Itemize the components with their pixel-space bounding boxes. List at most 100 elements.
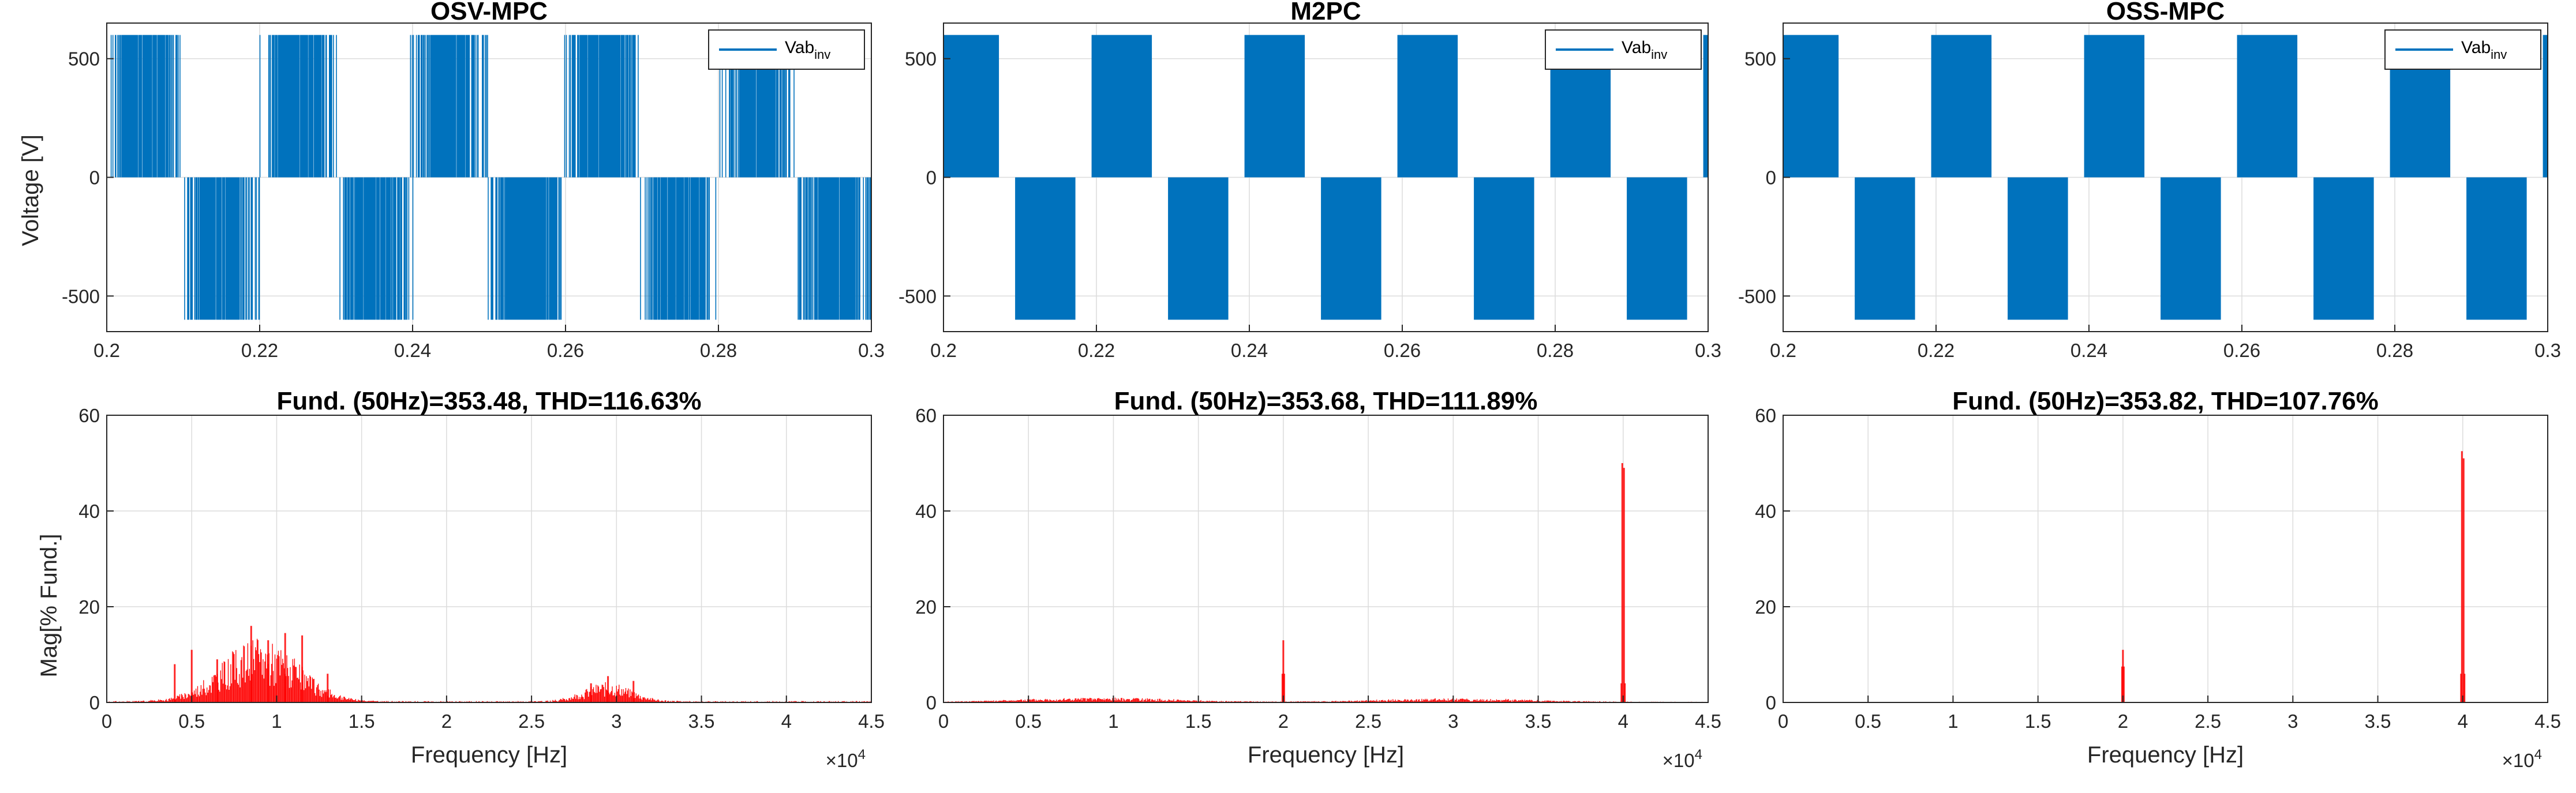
x-tick-label: 1.5 [349, 711, 375, 732]
x-tick-label: 0.2 [1770, 340, 1796, 361]
x-axis-multiplier: ×104 [2502, 747, 2542, 771]
voltage-subplot-1: 0.2 0.22 0.24 0.26 0.28 0.3 -500 0 500 OSV-MPC Vab… [62, 0, 885, 361]
x-axis-label: Frequency [Hz] [1248, 742, 1404, 768]
multiplier-exponent: 4 [858, 747, 866, 762]
subplot-title: OSS-MPC [2106, 0, 2225, 25]
x-tick-label: 3 [1448, 711, 1458, 732]
y-tick-label: 40 [78, 501, 100, 522]
x-axis-label: Frequency [Hz] [2087, 742, 2244, 768]
x-tick-label: 0.2 [930, 340, 957, 361]
x-tick-label: 3.5 [688, 711, 715, 732]
voltage-waveform-line [110, 35, 871, 320]
subplot-title: Fund. (50Hz)=353.82, THD=107.76% [1952, 387, 2379, 415]
multiplier-exponent: 4 [1695, 747, 1702, 762]
y-tick-label: 20 [915, 596, 937, 618]
legend-label-subscript: inv [814, 47, 830, 62]
x-tick-label: 0 [938, 711, 949, 732]
x-tick-label: 0.22 [241, 340, 278, 361]
x-tick-label: 1.5 [1185, 711, 1212, 732]
y-tick-label: 500 [1744, 48, 1776, 70]
x-tick-label: 0.2 [93, 340, 120, 361]
legend: Vabinv [1545, 29, 1702, 70]
x-tick-label: 0.3 [1695, 340, 1721, 361]
x-tick-label: 2 [1278, 711, 1289, 732]
y-tick-label: 60 [1755, 405, 1776, 426]
y-tick-label: 60 [78, 405, 100, 426]
y-tick-label: 500 [68, 48, 100, 70]
voltage-y-axis-label: Voltage [V] [18, 134, 43, 246]
x-tick-label: 2.5 [1355, 711, 1381, 732]
legend-label: Vabinv [785, 38, 830, 62]
legend-label-subscript: inv [2491, 47, 2507, 62]
voltage-waveform-line [943, 35, 1709, 320]
multiplier-base: ×10 [826, 750, 858, 771]
legend-label: Vabinv [2461, 38, 2507, 62]
y-tick-label: 0 [926, 167, 937, 189]
x-tick-label: 0.24 [2070, 340, 2107, 361]
x-tick-label: 2 [441, 711, 452, 732]
x-tick-label: 4 [1618, 711, 1628, 732]
multiplier-base: ×10 [2502, 750, 2534, 771]
axes-box [1783, 415, 2548, 703]
legend-label-base: Vab [785, 38, 814, 57]
y-tick-label: 20 [1755, 596, 1776, 618]
x-axis-multiplier: ×104 [1663, 747, 1702, 771]
y-tick-label: 40 [915, 501, 937, 522]
y-tick-label: 0 [1766, 692, 1776, 713]
x-tick-label: 0.5 [178, 711, 205, 732]
multiplier-base: ×10 [1663, 750, 1695, 771]
x-tick-label: 1 [1108, 711, 1118, 732]
subplot-title: OSV-MPC [430, 0, 548, 25]
legend: Vabinv [708, 29, 865, 70]
x-tick-label: 0.5 [1855, 711, 1881, 732]
harmonic-bars [108, 638, 872, 702]
x-tick-label: 0.24 [394, 340, 431, 361]
y-tick-label: -500 [62, 285, 100, 307]
subplot-title: Fund. (50Hz)=353.68, THD=111.89% [1114, 387, 1538, 415]
x-tick-label: 4 [2458, 711, 2468, 732]
x-tick-label: 0.24 [1231, 340, 1268, 361]
voltage-subplot-2: 0.2 0.22 0.24 0.26 0.28 0.3 -500 0 500 M2PC Vabinv [898, 0, 1721, 361]
x-tick-label: 4.5 [1695, 711, 1721, 732]
y-tick-label: -500 [1738, 285, 1776, 307]
x-tick-label: 3 [2287, 711, 2298, 732]
y-tick-label: 40 [1755, 501, 1776, 522]
spectrum-y-axis-label: Mag[% Fund.] [36, 533, 62, 677]
x-tick-label: 0.26 [547, 340, 584, 361]
subplot-title: Fund. (50Hz)=353.48, THD=116.63% [276, 387, 701, 415]
legend-label-base: Vab [1622, 38, 1651, 57]
y-tick-label: 60 [915, 405, 937, 426]
y-tick-label: 0 [89, 692, 100, 713]
x-tick-label: 1 [1948, 711, 1958, 732]
x-axis-multiplier: ×104 [826, 747, 866, 771]
x-tick-label: 4.5 [2534, 711, 2561, 732]
x-tick-label: 0.3 [2534, 340, 2561, 361]
x-tick-label: 0.26 [1384, 340, 1421, 361]
y-tick-label: 0 [926, 692, 937, 713]
x-tick-label: 4.5 [858, 711, 885, 732]
axes-box [106, 415, 872, 703]
legend-label-base: Vab [2461, 38, 2491, 57]
x-tick-label: 3.5 [1525, 711, 1552, 732]
x-tick-label: 3 [611, 711, 621, 732]
multiplier-exponent: 4 [2534, 747, 2542, 762]
y-tick-label: -500 [898, 285, 937, 307]
x-axis-label: Frequency [Hz] [411, 742, 567, 768]
x-tick-label: 2 [2118, 711, 2128, 732]
voltage-subplot-3: 0.2 0.22 0.24 0.26 0.28 0.3 -500 0 500 OSS-MPC Vab… [1738, 0, 2561, 361]
spectrum-subplot-3: 0 0.5 1 1.5 2 2.5 3 3.5 4 4.5 0 20 40 60 Fund. (50Hz)=… [1755, 387, 2561, 771]
x-tick-label: 0.22 [1078, 340, 1115, 361]
x-tick-label: 1 [271, 711, 282, 732]
legend-label: Vabinv [1622, 38, 1667, 62]
legend-label-subscript: inv [1651, 47, 1667, 62]
y-tick-label: 0 [89, 167, 100, 189]
legend: Vabinv [2384, 29, 2541, 70]
x-tick-label: 0.28 [700, 340, 737, 361]
x-tick-label: 3.5 [2365, 711, 2391, 732]
x-tick-label: 0.28 [2376, 340, 2413, 361]
y-tick-label: 20 [78, 596, 100, 618]
x-tick-label: 0.5 [1015, 711, 1042, 732]
x-tick-label: 0 [1778, 711, 1788, 732]
spectrum-subplot-1: 0 0.5 1 1.5 2 2.5 3 3.5 4 4.5 0 20 40 60 Fund. (50Hz)=… [78, 387, 885, 771]
